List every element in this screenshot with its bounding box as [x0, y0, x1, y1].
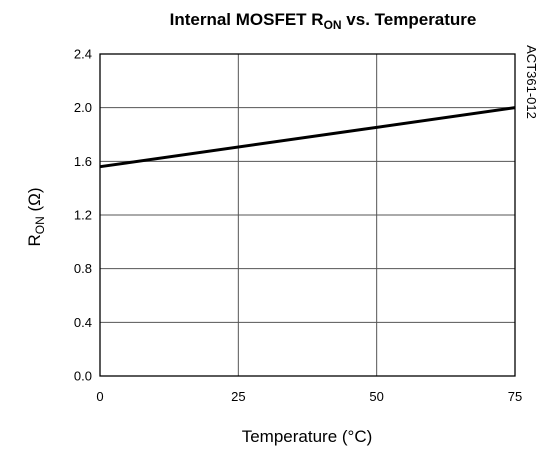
y-tick-label: 2.4 — [74, 47, 92, 62]
y-tick-label: 1.2 — [74, 208, 92, 223]
chart-title-rest: vs. Temperature — [342, 10, 477, 29]
y-axis-label-rest: (Ω) — [25, 187, 44, 216]
y-tick-label: 0.4 — [74, 315, 92, 330]
series-lines — [99, 106, 516, 169]
series-line — [99, 106, 516, 169]
x-tick-label: 50 — [369, 389, 383, 404]
x-tick-label: 25 — [231, 389, 245, 404]
chart-title-main: Internal MOSFET R — [170, 10, 324, 29]
x-tick-label: 75 — [508, 389, 522, 404]
y-tick-label: 2.0 — [74, 100, 92, 115]
figure-code-label: ACT361-012 — [524, 45, 539, 119]
x-axis-label: Temperature (°C) — [242, 427, 373, 446]
y-tick-label: 0.8 — [74, 261, 92, 276]
y-tick-label: 0.0 — [74, 369, 92, 384]
plot-area-border — [99, 53, 516, 377]
chart-title: Internal MOSFET RON vs. Temperature — [170, 10, 477, 32]
tick-labels: 0.0 0.4 0.8 1.2 1.6 2.0 2.4 0 25 50 75 — [74, 47, 522, 405]
y-axis-label: RON (Ω) — [25, 187, 47, 246]
y-tick-label: 1.6 — [74, 154, 92, 169]
x-tick-label: 0 — [96, 389, 103, 404]
chart-title-subscript: ON — [324, 18, 342, 32]
y-axis-label-subscript: ON — [33, 216, 47, 234]
grid-lines — [99, 53, 516, 377]
y-axis-label-main: R — [25, 234, 44, 246]
